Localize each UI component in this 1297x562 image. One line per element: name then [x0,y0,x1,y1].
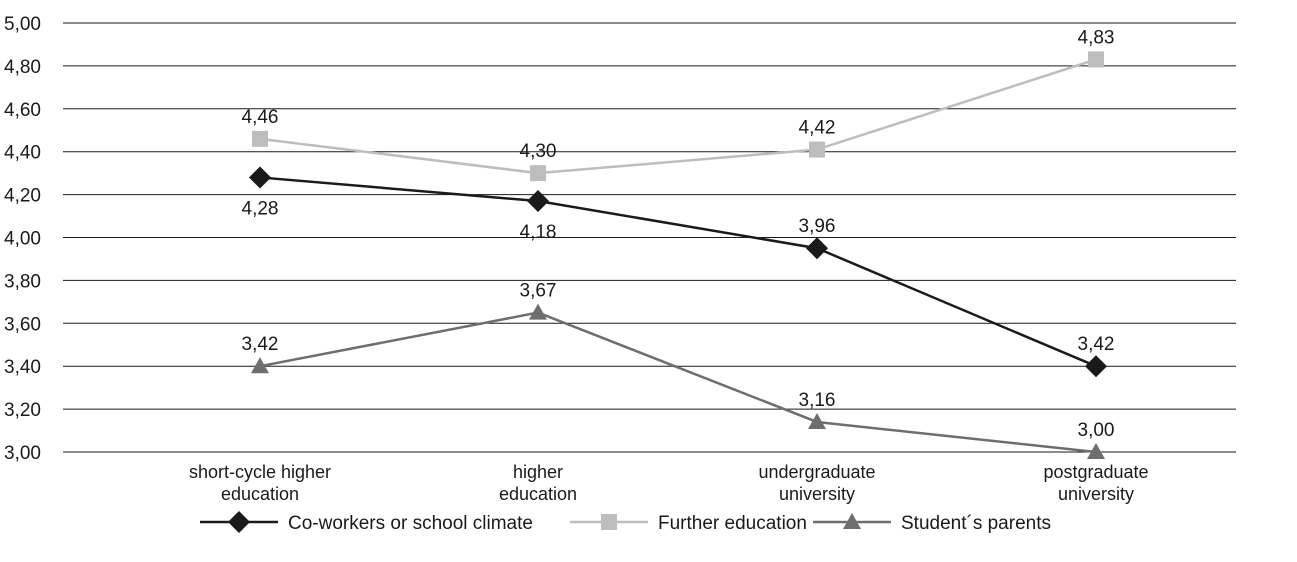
series-1: 4,46 4,30 4,42 4,83 [242,27,1115,182]
data-point [1088,51,1104,68]
y-tick-label: 4,80 [4,57,41,78]
legend-label: Further education [658,513,807,534]
series-2: 3,42 3,67 3,16 3,00 [242,281,1115,459]
data-label: 3,67 [520,281,557,302]
x-tick-label: higher [513,462,563,482]
series-line [259,176,1097,368]
y-tick-label: 4,60 [4,100,41,121]
series-line [259,58,1097,175]
data-point [808,412,826,429]
data-label: 3,42 [242,334,279,355]
series-line [259,311,1097,454]
y-axis-ticks: 3,00 3,20 3,40 3,60 3,80 4,00 4,20 4,40 4,60 4,80… [4,14,41,464]
data-label: 4,18 [520,222,557,243]
series-group: 4,28 4,18 3,96 3,42 4,46 4,30 4,42 4,83 3,42 3,67… [242,27,1115,459]
data-point [806,237,828,260]
legend-marker [843,513,861,529]
data-label: 3,00 [1078,420,1115,441]
legend-label: Student´s parents [901,513,1051,534]
y-tick-label: 4,40 [4,143,41,164]
legend: Co-workers or school climate Further educ… [200,511,1051,534]
data-label: 4,28 [242,198,279,219]
data-label: 3,42 [1078,334,1115,355]
data-point [527,190,549,213]
y-tick-label: 3,00 [4,443,41,464]
data-point [251,357,269,374]
data-label: 4,83 [1078,27,1115,48]
x-tick-label: university [1058,484,1134,504]
data-point [252,130,268,147]
y-tick-label: 3,20 [4,400,41,421]
y-tick-label: 4,00 [4,229,41,250]
legend-item: Further education [570,513,807,534]
y-tick-label: 3,60 [4,314,41,335]
gridlines [63,22,1236,453]
legend-label: Co-workers or school climate [288,513,533,534]
y-tick-label: 5,00 [4,14,41,35]
legend-item: Student´s parents [813,513,1051,534]
x-axis-ticks: short-cycle highereducationhighereducati… [189,462,1149,504]
legend-marker [601,514,617,530]
data-point [1085,355,1107,378]
legend-item: Co-workers or school climate [200,511,533,534]
data-label: 3,16 [799,390,836,411]
y-tick-label: 3,40 [4,357,41,378]
x-tick-label: short-cycle higher [189,462,331,482]
data-label: 4,46 [242,107,279,128]
legend-marker [228,511,250,533]
data-label: 4,30 [520,141,557,162]
data-point [249,166,271,189]
y-tick-label: 4,20 [4,186,41,207]
data-label: 3,96 [799,216,836,237]
x-tick-label: education [499,484,577,504]
series-0: 4,28 4,18 3,96 3,42 [242,166,1115,378]
data-label: 4,42 [799,118,836,139]
data-point [529,303,547,320]
data-point [1087,443,1105,459]
data-point [809,141,825,158]
x-tick-label: undergraduate [758,462,875,482]
y-tick-label: 3,80 [4,271,41,292]
x-tick-label: university [779,484,855,504]
x-tick-label: postgraduate [1043,462,1148,482]
x-tick-label: education [221,484,299,504]
data-point [530,165,546,182]
